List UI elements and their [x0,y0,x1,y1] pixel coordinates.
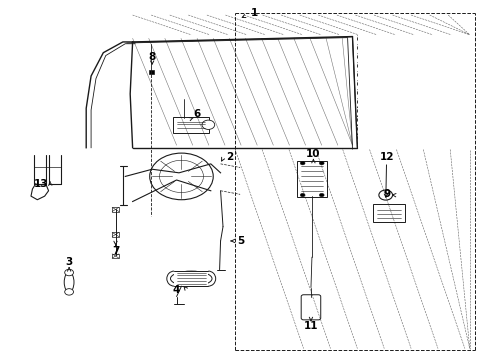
Text: 13: 13 [33,179,48,189]
Text: 8: 8 [148,52,156,62]
Circle shape [319,193,324,197]
Circle shape [379,190,392,200]
Circle shape [159,160,203,193]
Circle shape [300,161,305,165]
Ellipse shape [171,271,212,286]
Bar [112,232,119,237]
FancyBboxPatch shape [297,161,327,197]
Circle shape [65,269,74,276]
Text: 5: 5 [238,236,245,246]
Circle shape [202,120,215,130]
Text: 4: 4 [173,285,180,295]
Bar [112,207,119,212]
FancyBboxPatch shape [301,295,321,320]
FancyBboxPatch shape [172,117,209,133]
Text: 1: 1 [251,8,258,18]
Circle shape [150,153,213,200]
Circle shape [300,193,305,197]
Bar [112,254,119,258]
Circle shape [65,289,74,295]
Bar [149,70,154,74]
FancyBboxPatch shape [174,271,208,286]
Text: 11: 11 [304,321,318,331]
FancyBboxPatch shape [373,204,405,222]
Circle shape [319,161,324,165]
Text: 12: 12 [379,152,394,162]
Text: 2: 2 [226,152,233,162]
Text: 10: 10 [306,149,320,159]
Ellipse shape [64,273,74,292]
Text: 9: 9 [383,189,390,199]
Text: 3: 3 [66,257,73,267]
Text: 7: 7 [112,246,119,256]
Text: 6: 6 [194,109,201,120]
